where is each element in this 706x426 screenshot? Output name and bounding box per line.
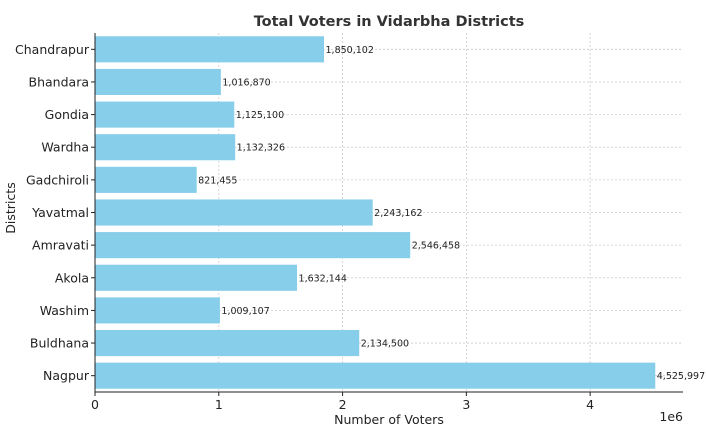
bar-value-label: 821,455 bbox=[198, 175, 237, 186]
bar bbox=[95, 362, 656, 389]
x-tick-label: 4 bbox=[586, 397, 594, 412]
y-tick-label: Yavatmal bbox=[31, 205, 89, 220]
y-axis-label: Districts bbox=[3, 182, 18, 233]
y-tick-label: Gondia bbox=[45, 107, 89, 122]
y-tick-label: Amravati bbox=[32, 238, 89, 253]
chart-title: Total Voters in Vidarbha Districts bbox=[254, 14, 525, 30]
y-tick-label: Wardha bbox=[41, 140, 89, 155]
bar bbox=[95, 329, 360, 357]
bar bbox=[95, 199, 373, 226]
bar-value-label: 1,132,326 bbox=[237, 143, 285, 154]
bar bbox=[95, 297, 220, 324]
y-tick-label: Buldhana bbox=[30, 336, 89, 351]
y-tick-label: Bhandara bbox=[29, 74, 89, 89]
bar bbox=[95, 166, 197, 193]
bar-value-label: 1,125,100 bbox=[236, 110, 284, 121]
x-tick-label: 1 bbox=[215, 397, 223, 412]
axes bbox=[91, 33, 683, 396]
x-axis-offset-label: 1e6 bbox=[659, 409, 683, 424]
bar bbox=[95, 101, 235, 128]
y-tick-label: Nagpur bbox=[43, 368, 90, 383]
bar-value-label: 2,546,458 bbox=[412, 241, 460, 252]
y-tick-label: Washim bbox=[40, 303, 89, 318]
bar-value-label: 1,850,102 bbox=[326, 45, 374, 56]
bar bbox=[95, 134, 236, 161]
bar-value-label: 1,632,144 bbox=[299, 273, 347, 284]
bar-value-label: 1,009,107 bbox=[221, 306, 269, 317]
y-tick-label: Chandrapur bbox=[15, 42, 90, 57]
x-tick-label: 3 bbox=[462, 397, 470, 412]
labels: 0 1 2 3 4 Chandrapur 1,850,102 Bhandara 1,016,87… bbox=[15, 42, 705, 412]
x-tick-label: 0 bbox=[91, 397, 99, 412]
bar bbox=[95, 68, 221, 96]
x-tick-label: 2 bbox=[339, 397, 347, 412]
bar bbox=[95, 232, 411, 259]
bar bbox=[95, 36, 325, 63]
bar-value-label: 2,134,500 bbox=[361, 339, 409, 350]
bar-value-label: 1,016,870 bbox=[222, 77, 270, 88]
bars bbox=[95, 36, 656, 389]
bar bbox=[95, 264, 298, 291]
bar-value-label: 2,243,162 bbox=[374, 208, 422, 219]
y-tick-label: Akola bbox=[55, 270, 89, 285]
y-tick-label: Gadchiroli bbox=[26, 172, 89, 187]
x-axis-label: Number of Voters bbox=[334, 412, 444, 426]
bar-value-label: 4,525,997 bbox=[657, 371, 705, 382]
